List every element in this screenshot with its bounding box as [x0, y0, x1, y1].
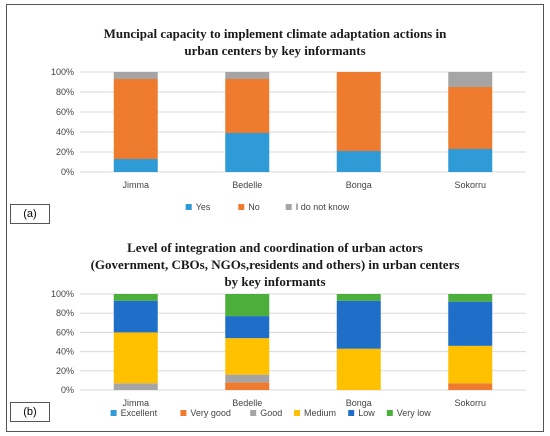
legend-label: Yes [196, 202, 211, 212]
legend-swatch [294, 410, 300, 416]
y-tick-label: 20% [56, 366, 74, 376]
chart-title-line: by key informants [224, 274, 325, 289]
panel-label-a: (a) [10, 204, 50, 224]
y-tick-label: 40% [56, 127, 74, 137]
bar-segment [113, 159, 158, 172]
bar-segment [113, 294, 158, 301]
chart-title-line: (Government, CBOs, NGOs,residents and ot… [91, 257, 460, 272]
bar-segment [336, 300, 381, 349]
legend-swatch [110, 410, 117, 416]
legend-label: Very low [397, 408, 432, 418]
y-tick-label: 60% [56, 107, 74, 117]
y-tick-label: 40% [56, 347, 74, 357]
y-tick-label: 80% [56, 87, 74, 97]
bar-segment [225, 72, 270, 79]
legend-label: Low [358, 408, 375, 418]
legend-label: Excellent [121, 408, 158, 418]
bar-segment [336, 151, 381, 172]
legend-swatch [238, 204, 245, 210]
bar-segment [225, 382, 270, 390]
bar-segment [448, 301, 493, 346]
y-tick-label: 60% [56, 327, 74, 337]
bar-segment [113, 332, 158, 384]
bar-segment [113, 383, 158, 390]
bar-segment [225, 133, 270, 172]
legend-swatch [180, 410, 187, 416]
bar-segment [448, 72, 493, 87]
y-tick-label: 100% [51, 289, 74, 299]
x-tick-label: Bonga [346, 180, 372, 190]
bar-segment [448, 294, 493, 302]
bar-segment [113, 300, 158, 333]
legend-swatch [386, 410, 393, 416]
bar-segment [336, 72, 381, 151]
legend-label: Very good [190, 408, 231, 418]
chart-a: Muncipal capacity to implement climate a… [51, 26, 526, 212]
bar-segment [225, 338, 270, 375]
bar-segment [225, 374, 270, 383]
legend-label: Medium [304, 408, 336, 418]
x-tick-label: Bonga [346, 398, 372, 408]
legend-label: Good [260, 408, 282, 418]
chart-panel-b: Level of integration and coordination of… [6, 228, 544, 428]
legend-label: No [248, 202, 260, 212]
x-tick-label: Jimma [123, 398, 150, 408]
chart-title-line: Level of integration and coordination of… [127, 240, 423, 255]
y-tick-label: 20% [56, 147, 74, 157]
y-tick-label: 100% [51, 67, 74, 77]
legend-swatch [185, 204, 192, 210]
x-tick-label: Bedelle [232, 398, 262, 408]
legend-swatch [250, 410, 257, 416]
bar-segment [225, 79, 270, 133]
bar-segment [225, 316, 270, 339]
bar-segment [448, 87, 493, 149]
bar-segment [336, 294, 381, 301]
bar-segment [448, 149, 493, 172]
bar-segment [113, 72, 158, 79]
y-tick-label: 0% [61, 167, 74, 177]
bar-segment [225, 294, 270, 317]
x-tick-label: Sokorru [454, 398, 486, 408]
y-tick-label: 80% [56, 308, 74, 318]
x-tick-label: Bedelle [232, 180, 262, 190]
legend-swatch [285, 204, 292, 210]
x-tick-label: Sokorru [454, 180, 486, 190]
chart-title-line: Muncipal capacity to implement climate a… [104, 26, 447, 41]
chart-b: Level of integration and coordination of… [51, 240, 526, 418]
x-tick-label: Jimma [123, 180, 150, 190]
figure-frame [6, 4, 544, 432]
bar-segment [448, 345, 493, 384]
y-tick-label: 0% [61, 385, 74, 395]
bar-segment [113, 79, 158, 159]
panel-label-b: (b) [10, 402, 50, 422]
chart-panel-a: Muncipal capacity to implement climate a… [6, 10, 544, 224]
legend-label: I do not know [296, 202, 350, 212]
bar-segment [448, 383, 493, 390]
chart-title-line: urban centers by key informants [184, 43, 365, 58]
bar-segment [336, 348, 381, 390]
legend-swatch [348, 410, 355, 416]
